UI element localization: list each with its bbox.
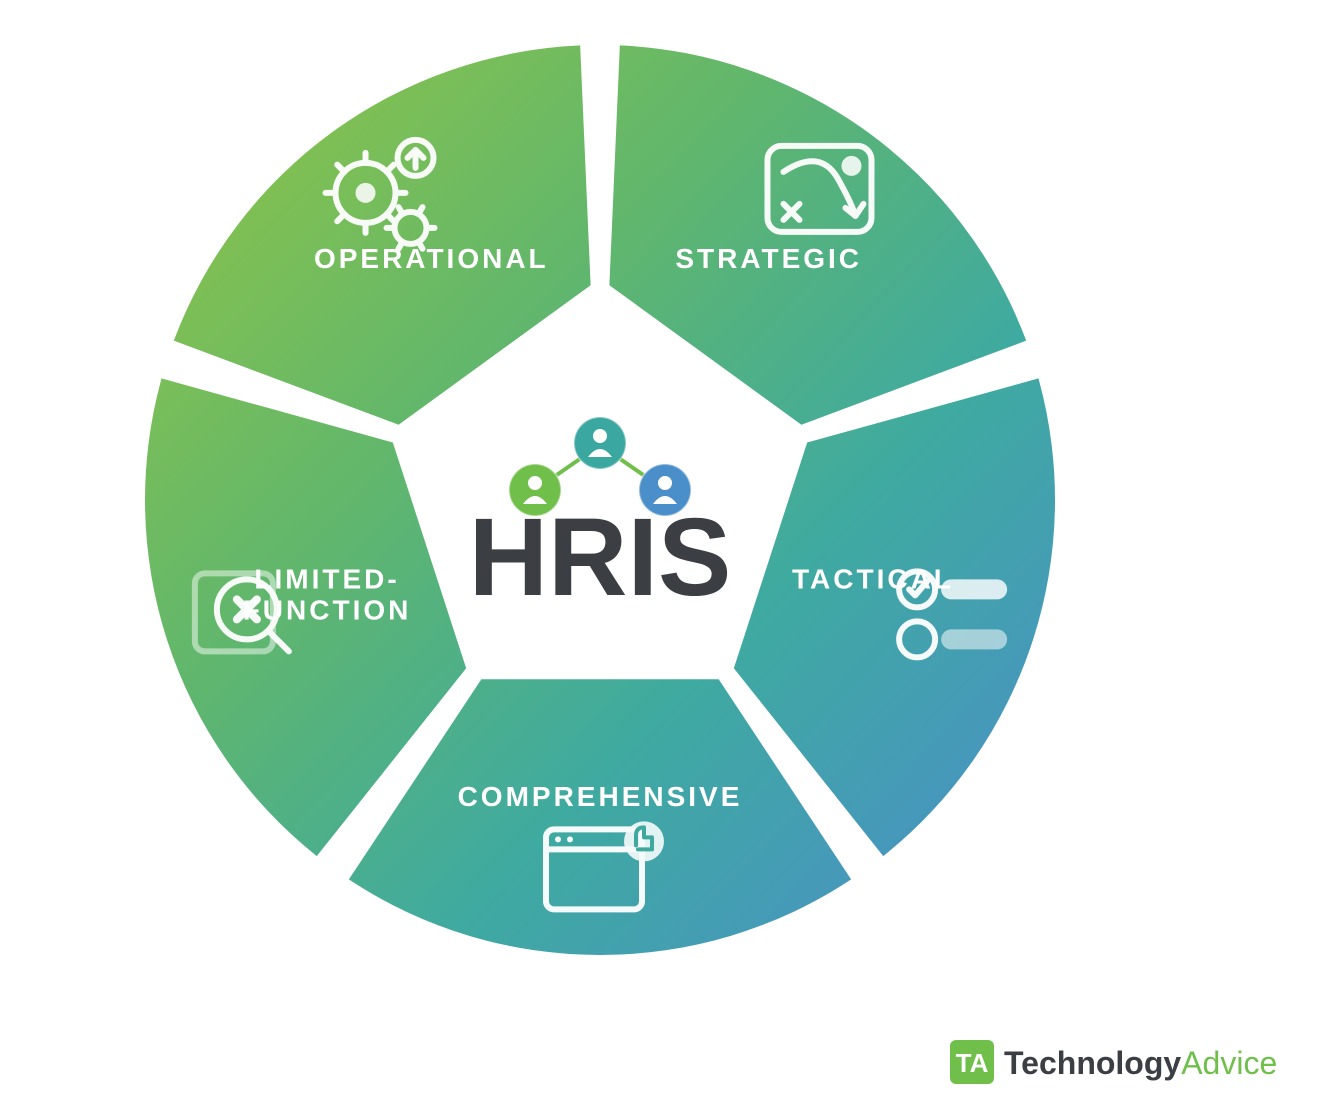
segment-label-limited: LIMITED-FUNCTION xyxy=(243,564,412,626)
segment-label-operational: OPERATIONAL xyxy=(314,243,549,274)
brand-name: TechnologyAdvice xyxy=(1004,1045,1277,1081)
segment-label-comprehensive: COMPREHENSIVE xyxy=(458,781,743,812)
segment-label-strategic: STRATEGIC xyxy=(675,243,862,274)
brand-logo-text: TA xyxy=(956,1048,989,1078)
segment-label-tactical: TACTICAL xyxy=(792,564,954,595)
segment-operational xyxy=(174,45,591,424)
segment-strategic xyxy=(609,45,1026,424)
center-title: HRIS xyxy=(469,496,732,619)
